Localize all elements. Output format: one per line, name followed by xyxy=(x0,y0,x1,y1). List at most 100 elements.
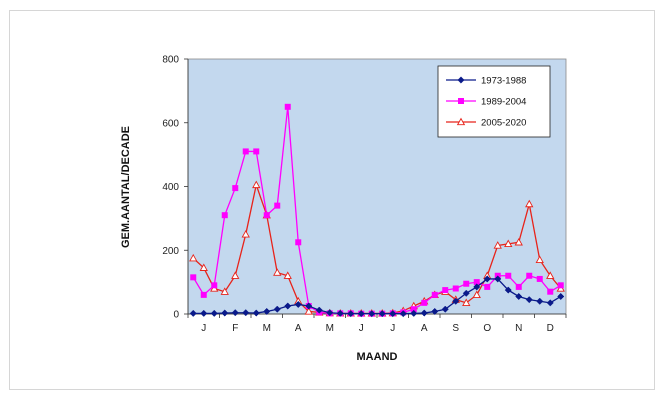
y-axis-title: GEM.AANTAL/DECADE xyxy=(120,126,132,248)
x-tick-label: M xyxy=(326,323,334,334)
data-point xyxy=(504,286,512,294)
data-point xyxy=(514,237,523,246)
data-point xyxy=(200,309,208,317)
data-point xyxy=(283,271,292,279)
data-point xyxy=(326,309,334,317)
data-point xyxy=(241,229,250,238)
data-point xyxy=(221,309,229,317)
y-tick-label: 0 xyxy=(173,310,179,321)
data-point xyxy=(505,272,512,279)
data-point xyxy=(368,310,376,318)
data-point xyxy=(484,283,491,290)
data-point xyxy=(410,309,418,317)
data-point xyxy=(525,296,533,304)
data-point xyxy=(220,287,229,295)
data-point xyxy=(399,310,407,318)
data-point xyxy=(452,285,459,292)
data-point xyxy=(295,239,302,246)
data-point xyxy=(199,263,208,271)
data-point xyxy=(294,300,302,308)
data-point xyxy=(253,148,260,155)
data-point xyxy=(211,282,218,289)
data-point xyxy=(420,309,428,317)
x-tick-label: M xyxy=(263,323,271,334)
x-tick-label: F xyxy=(232,323,238,334)
legend-label: 2005-2020 xyxy=(481,118,526,129)
data-point xyxy=(190,274,197,281)
data-point xyxy=(304,307,313,315)
data-point xyxy=(493,241,502,249)
x-tick-label: D xyxy=(547,323,554,334)
data-point xyxy=(274,202,281,209)
data-point xyxy=(525,199,534,208)
data-point xyxy=(252,180,261,189)
data-point xyxy=(483,275,491,283)
y-tick-label: 600 xyxy=(162,118,179,129)
data-point xyxy=(378,310,386,318)
data-point xyxy=(536,297,544,305)
data-point xyxy=(557,292,565,301)
x-tick-label: A xyxy=(295,323,302,334)
data-point xyxy=(473,283,481,291)
data-point xyxy=(458,98,464,104)
data-point xyxy=(504,239,513,248)
data-point xyxy=(536,275,543,282)
data-point xyxy=(421,299,428,306)
data-point xyxy=(284,103,291,110)
data-point xyxy=(456,117,466,126)
data-point xyxy=(273,268,282,276)
data-point xyxy=(557,282,564,289)
data-point xyxy=(462,289,470,297)
data-point xyxy=(263,212,270,219)
data-point xyxy=(231,309,239,317)
x-axis-title: MAAND xyxy=(357,351,398,363)
data-point xyxy=(305,302,313,310)
data-point xyxy=(441,305,449,313)
data-point xyxy=(357,310,365,318)
legend: 1973-1988 1989-2004 2005-2020 xyxy=(437,65,551,138)
data-point xyxy=(547,288,554,295)
data-point xyxy=(232,185,239,192)
x-tick-label: J xyxy=(201,323,206,334)
data-point xyxy=(200,291,207,298)
x-tick-label: J xyxy=(390,323,395,334)
data-point xyxy=(431,291,438,298)
data-point xyxy=(221,212,228,219)
data-point xyxy=(463,280,470,287)
data-point xyxy=(535,255,544,263)
y-ticks: 0 200 400 600 800 xyxy=(162,55,188,321)
data-point xyxy=(546,299,554,307)
data-point xyxy=(431,307,439,316)
x-tick-label: A xyxy=(421,323,428,334)
y-tick-label: 200 xyxy=(162,246,179,257)
legend-label: 1973-1988 xyxy=(481,76,526,87)
series-1973-1988 xyxy=(189,275,565,318)
data-point xyxy=(252,309,260,317)
data-point xyxy=(442,287,449,294)
data-point xyxy=(263,307,271,316)
data-point xyxy=(389,310,397,318)
data-point xyxy=(284,302,292,310)
data-point xyxy=(410,306,417,313)
x-tick-label: S xyxy=(452,323,459,334)
data-point xyxy=(210,309,218,317)
x-tick-label: O xyxy=(483,323,491,334)
data-point xyxy=(515,283,522,290)
y-tick-label: 800 xyxy=(162,55,179,66)
data-point xyxy=(494,275,502,283)
data-point xyxy=(273,305,281,313)
series-layer xyxy=(189,103,565,318)
data-point xyxy=(347,310,355,318)
legend-items: 1973-1988 1989-2004 2005-2020 xyxy=(446,76,526,129)
x-tick-label: J xyxy=(359,323,364,334)
data-point xyxy=(472,290,481,299)
data-point xyxy=(452,297,460,305)
data-point xyxy=(473,279,480,286)
data-point xyxy=(515,292,523,301)
data-point xyxy=(189,309,197,317)
data-point xyxy=(526,272,533,279)
data-point xyxy=(336,309,344,317)
data-point xyxy=(462,298,471,307)
